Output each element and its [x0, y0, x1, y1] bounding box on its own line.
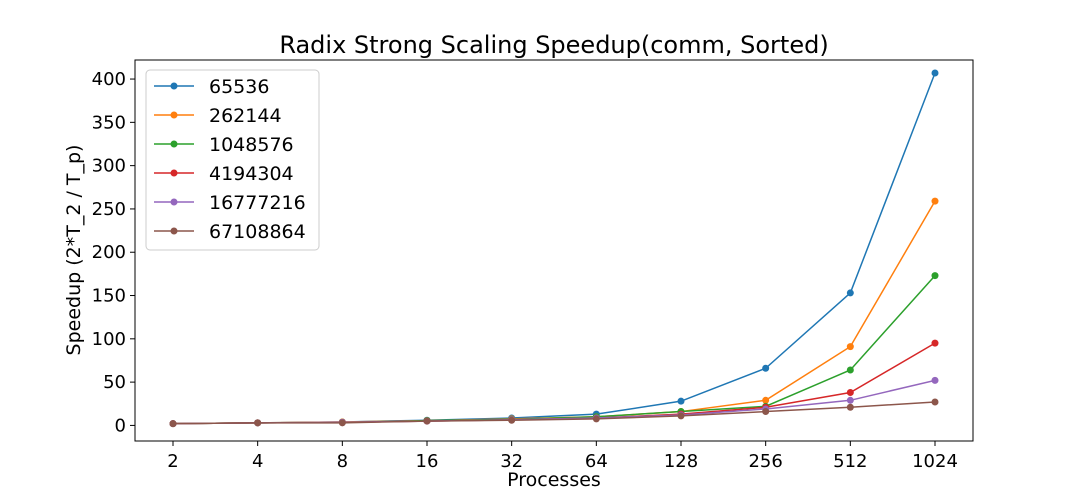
data-point — [338, 419, 346, 427]
legend-marker — [170, 169, 178, 177]
x-tick-label: 16 — [416, 451, 439, 472]
data-point — [762, 408, 770, 416]
y-tick-label: 200 — [92, 242, 126, 263]
series-67108864 — [169, 398, 939, 428]
data-point — [846, 343, 854, 351]
legend-label: 16777216 — [209, 192, 306, 214]
plot-frame — [134, 59, 974, 442]
series-1048576 — [169, 272, 939, 428]
data-point — [762, 396, 770, 404]
data-point — [931, 272, 939, 280]
y-tick-label: 400 — [92, 69, 126, 90]
data-point — [846, 396, 854, 404]
data-point — [931, 69, 939, 77]
data-point — [169, 420, 177, 428]
legend-marker — [170, 140, 178, 148]
legend-item: 67108864 — [154, 221, 306, 243]
x-tick-label: 256 — [748, 451, 782, 472]
series-line — [172, 401, 936, 425]
y-tick-label: 300 — [92, 156, 126, 177]
y-tick-label: 50 — [103, 372, 126, 393]
legend-label: 67108864 — [209, 221, 306, 243]
data-point — [931, 197, 939, 205]
data-point — [846, 366, 854, 374]
data-point — [762, 364, 770, 372]
legend-label: 4194304 — [209, 163, 294, 185]
series-4194304 — [169, 339, 939, 428]
data-point — [846, 289, 854, 297]
data-point — [677, 397, 685, 405]
x-tick-label: 2 — [167, 451, 178, 472]
chart-title: Radix Strong Scaling Speedup(comm, Sorte… — [279, 31, 828, 59]
data-point — [931, 398, 939, 406]
legend-label: 65536 — [209, 76, 269, 98]
x-axis: 2 4 8 16 32 64 128 256 512 1024 — [167, 441, 958, 472]
legend-item: 16777216 — [154, 192, 306, 214]
data-point — [592, 415, 600, 423]
data-point — [846, 389, 854, 397]
legend-marker — [170, 227, 178, 235]
y-tick-label: 0 — [115, 415, 126, 436]
legend-item: 4194304 — [154, 163, 294, 185]
x-tick-label: 512 — [833, 451, 867, 472]
y-tick-label: 250 — [92, 199, 126, 220]
x-axis-label: Processes — [507, 469, 601, 491]
x-tick-label: 8 — [337, 451, 348, 472]
y-axis: 0 50 100 150 200 250 300 350 400 — [92, 69, 135, 436]
x-tick-label: 1024 — [912, 451, 958, 472]
data-point — [846, 403, 854, 411]
legend-marker — [170, 198, 178, 206]
plot-area — [169, 69, 939, 428]
y-axis-label: Speedup (2*T_2 / T_p) — [63, 145, 85, 356]
data-point — [931, 339, 939, 347]
legend-label: 1048576 — [209, 134, 294, 156]
legend-label: 262144 — [209, 105, 282, 127]
legend-marker — [170, 82, 178, 90]
legend-item: 65536 — [154, 76, 269, 98]
legend-item: 262144 — [154, 105, 282, 127]
data-point — [931, 376, 939, 384]
x-tick-label: 4 — [252, 451, 263, 472]
y-tick-label: 350 — [92, 112, 126, 133]
legend-item: 1048576 — [154, 134, 294, 156]
y-tick-label: 150 — [92, 286, 126, 307]
x-tick-label: 64 — [585, 451, 608, 472]
legend-marker — [170, 111, 178, 119]
data-point — [677, 412, 685, 420]
series-line — [172, 275, 936, 425]
data-point — [254, 419, 262, 427]
x-tick-label: 128 — [664, 451, 698, 472]
y-tick-label: 100 — [92, 329, 126, 350]
x-tick-label: 32 — [500, 451, 523, 472]
data-point — [423, 417, 431, 425]
data-point — [508, 416, 516, 424]
legend: 65536 262144 1048576 4194304 16777216 6710886… — [145, 69, 320, 251]
